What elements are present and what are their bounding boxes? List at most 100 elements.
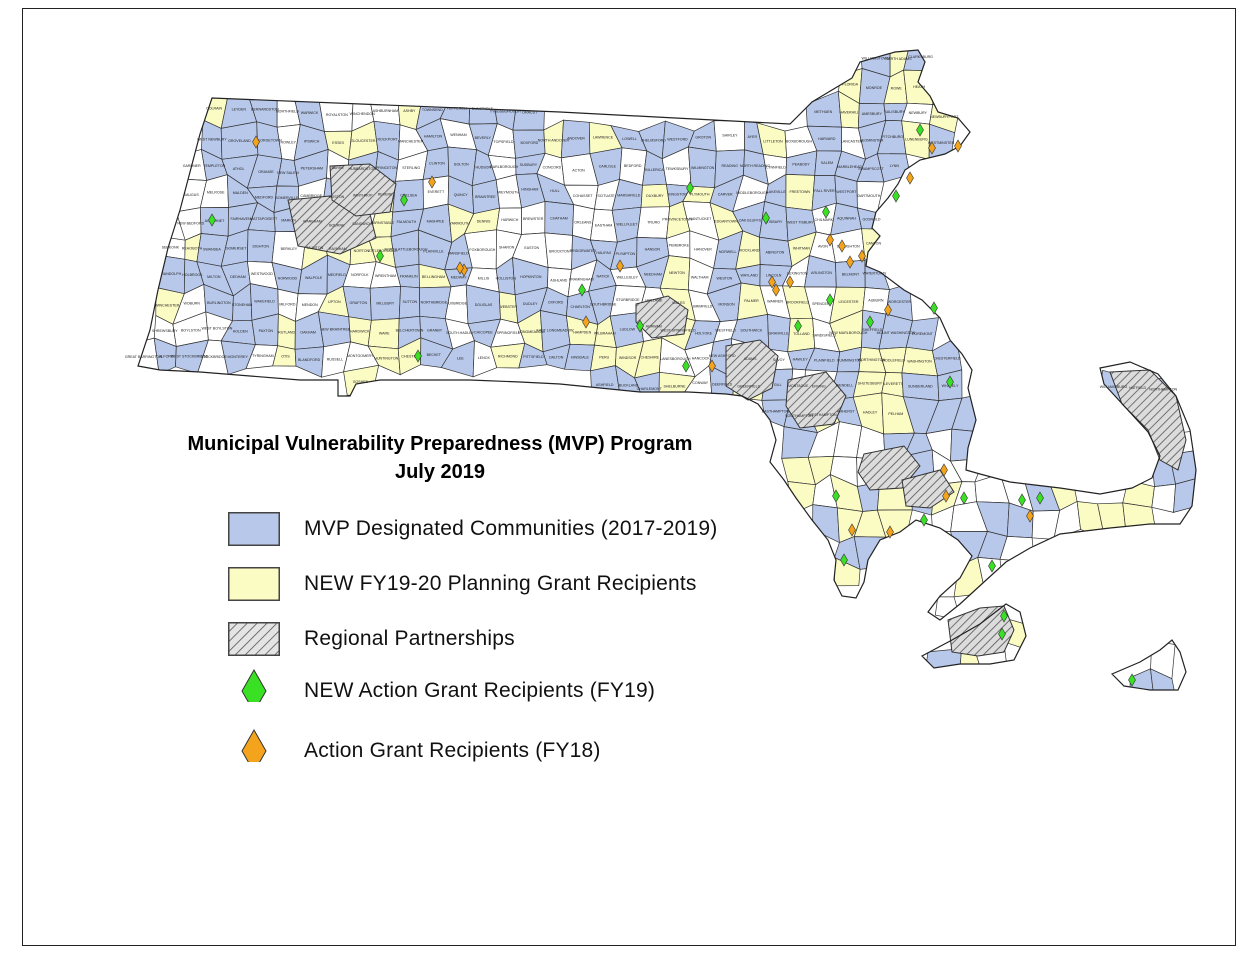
town-label: BEVERLY [475, 136, 492, 140]
title-line-2: July 2019 [394, 461, 486, 483]
town-label: AQUINNAH [837, 217, 856, 221]
town-label: YARMOUTH [449, 222, 470, 226]
town-label: AYER [748, 135, 758, 139]
town-label: FALMOUTH [397, 220, 417, 224]
town-label: TYNGSBOROUGH [490, 109, 521, 113]
town-label: SANDWICH [352, 222, 372, 226]
green-diamond-icon [1000, 609, 1008, 623]
green-diamond-icon [998, 627, 1006, 641]
town-label: WESTFORD [667, 138, 688, 142]
orange-diamond-icon [708, 359, 716, 373]
green-diamond-icon [946, 375, 954, 389]
town-label: BLANDFORD [298, 358, 321, 362]
legend-label: NEW FY19-20 Planning Grant Recipients [304, 572, 697, 595]
town-label: TAUNTON [306, 246, 323, 250]
town-label: NORFOLK [351, 273, 369, 277]
legend-label: MVP Designated Communities (2017-2019) [304, 517, 718, 540]
orange-diamond-icon [826, 233, 834, 247]
town-label: ROWE [891, 87, 903, 91]
town-label: REHOBOTH [182, 247, 203, 251]
orange-diamond-icon [886, 525, 894, 539]
town-label: PRINCETON [376, 166, 398, 170]
town-label: WEST NEWBURY [197, 137, 227, 141]
town-label: ASHFIELD [596, 383, 614, 387]
town-label: SWAMPSCOTT [858, 167, 884, 171]
town-label: NEW BEDFORD [177, 221, 204, 225]
town-label: ORANGE [258, 170, 274, 174]
town-label: RUSSELL [327, 357, 343, 361]
town-label: IPSWICH [304, 140, 320, 144]
town-label: HARWICH [501, 218, 519, 222]
town-label: AVON [818, 244, 828, 248]
town-label: SHARON [499, 246, 515, 250]
town-label: OAK BLUFFS [739, 218, 762, 222]
town-label: SHEFFIELD [862, 328, 882, 332]
town-label: LEE [457, 357, 464, 361]
town-label: CARVER [718, 192, 733, 196]
town-label: ADAMS [744, 357, 757, 361]
town-label: WARE [379, 331, 390, 335]
town-label: LEOMINSTER [860, 138, 884, 142]
map-title: Municipal Vulnerability Preparedness (MV… [140, 430, 740, 486]
town-label: MANCHESTER [398, 139, 424, 143]
town-label: MONROE [866, 86, 883, 90]
town-label: LYNN [890, 164, 900, 168]
town-label: BRAINTREE [475, 195, 496, 199]
town-label: NEWBURY [909, 111, 928, 115]
town-label: DEDHAM [230, 275, 246, 279]
town-label: WEYMOUTH [498, 191, 520, 195]
town-label: ROCKLAND [740, 248, 760, 252]
town-label: CHARLTON [570, 305, 590, 309]
town-label: PITTSFIELD [523, 355, 544, 359]
town-label: DUDLEY [523, 302, 538, 306]
town-label: WATERTOWN [863, 271, 887, 275]
town-label: EAST LONGMEADOW [536, 329, 574, 333]
town-label: NORTH ANDOVER [538, 138, 570, 142]
green-diamond-icon [762, 211, 770, 225]
town-label: FLORIDA [842, 83, 858, 87]
town-label: WELLFLEET [616, 222, 638, 226]
town-label: WESTFIELD [715, 329, 736, 333]
green-diamond-icon [960, 491, 968, 505]
town-label: NANTUCKET [689, 217, 712, 221]
town-label: NEW SALEM [277, 171, 299, 175]
town-label: LAWRENCE [593, 135, 614, 139]
town-label: WALTHAM [691, 276, 709, 280]
orange-diamond-icon [241, 728, 267, 762]
legend-label: Action Grant Recipients (FY18) [304, 739, 601, 762]
town-label: HAVERHILL [840, 110, 860, 114]
green-diamond-icon [920, 513, 928, 527]
town-label: NEEDHAM [644, 272, 662, 276]
town-label: HOLLISTON [496, 276, 517, 280]
town-label: BOSTON [329, 195, 345, 199]
green-diamond-icon [1128, 673, 1136, 687]
town-label: MOUNT WASHINGTON [877, 331, 916, 335]
town-label: SWANSEA [203, 247, 221, 251]
town-label: HARDWICK [350, 329, 370, 333]
state-border-line [137, 49, 1197, 691]
town-label: PELHAM [888, 412, 903, 416]
regional-partnership-area [785, 371, 847, 429]
town-label: ROCKPORT [377, 137, 398, 141]
town-label: MONTGOMERY [347, 354, 374, 358]
regional-partnership-areas [287, 163, 1187, 657]
orange-diamond-icon [1026, 509, 1034, 523]
town-polygon [853, 536, 887, 570]
town-label: PALMER [744, 299, 759, 303]
town-label: EASTHAMPTON [762, 410, 790, 414]
town-label: HADLEY [863, 411, 878, 415]
town-label: NORTON [354, 249, 370, 253]
town-label: BERKLEY [281, 247, 298, 251]
orange-diamond-icon [838, 239, 846, 253]
town-label: MARLBOROUGH [490, 165, 519, 169]
town-label: DALTON [549, 356, 564, 360]
town-label: ACTON [572, 169, 585, 173]
green-diamond-icon [916, 123, 924, 137]
town-label: ESSEX [332, 141, 345, 145]
regional-partnership-area [329, 163, 397, 217]
town-label: ALFORD [159, 354, 174, 358]
town-label: DENNIS [477, 219, 491, 223]
town-label: MENDON [302, 303, 318, 307]
